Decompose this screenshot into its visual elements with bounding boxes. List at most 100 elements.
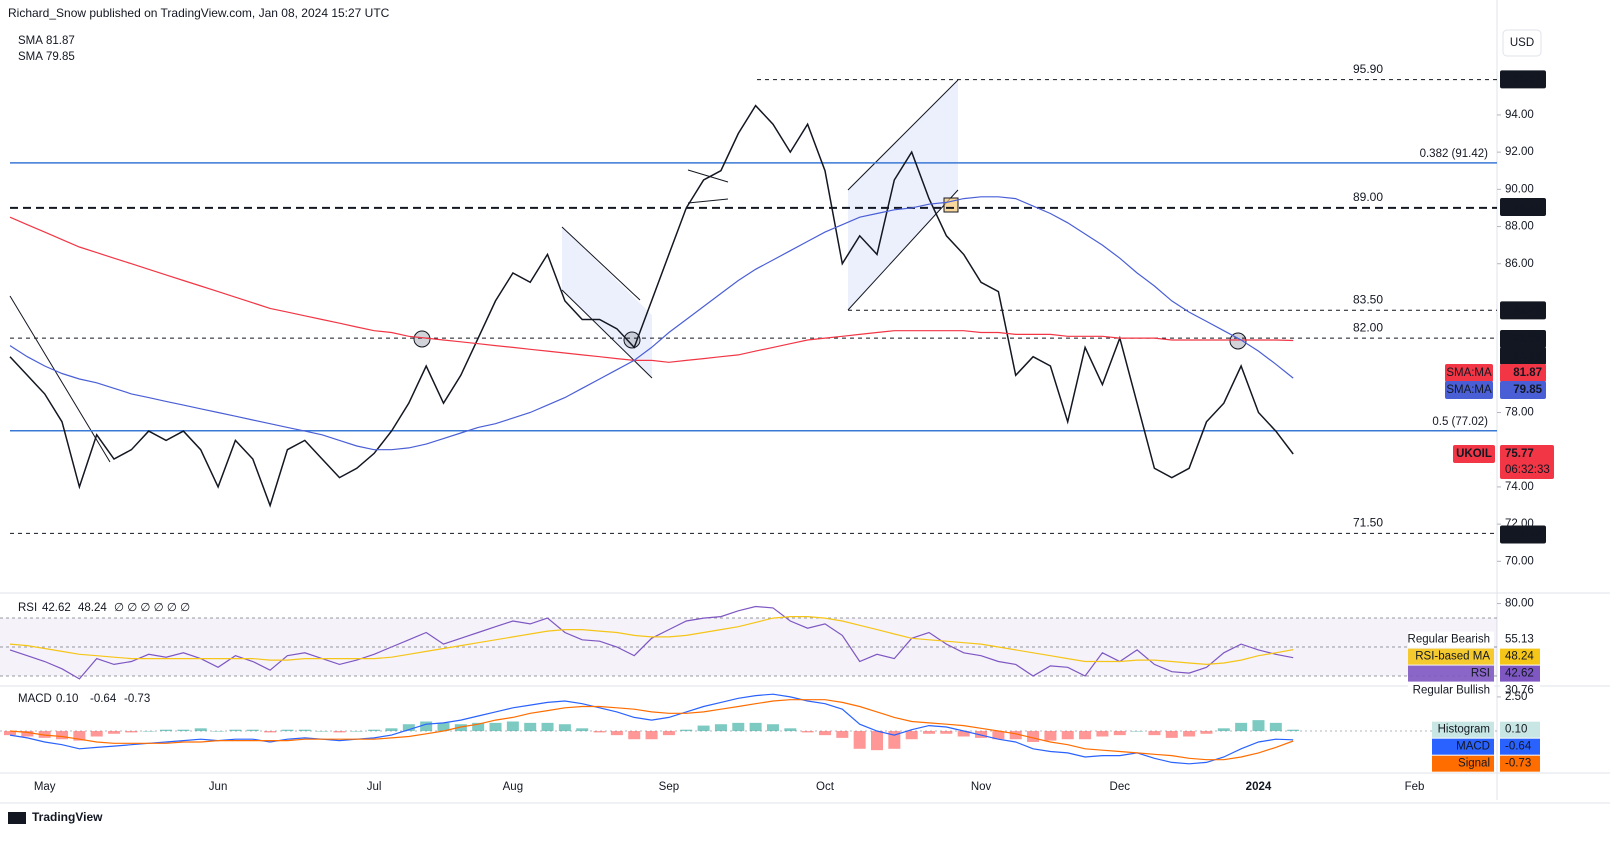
sma-badge-text: SMA:MA — [1446, 367, 1492, 379]
histogram-bar — [1165, 731, 1178, 738]
histogram-bar — [368, 729, 381, 732]
level-label: 83.50 — [1353, 292, 1383, 306]
pane-legend: RSI — [18, 602, 37, 614]
histogram-bar — [766, 724, 779, 732]
macd-line — [9, 699, 1294, 761]
macd-value-badge — [1500, 738, 1540, 755]
channel-line — [847, 79, 959, 191]
rsi-value-badge — [1500, 682, 1540, 699]
histogram-bar — [836, 731, 849, 738]
histogram-bar — [593, 731, 606, 733]
histogram-bar — [177, 729, 190, 732]
histogram-bar — [437, 722, 450, 732]
symbol-badge-text: UKOIL — [1456, 448, 1492, 460]
histogram-bar — [1044, 731, 1057, 741]
y-tick-label: 94.00 — [1505, 109, 1534, 121]
histogram-bar — [1113, 731, 1126, 736]
histogram-bar — [801, 731, 814, 733]
histogram-bar — [732, 722, 745, 732]
histogram-bar — [246, 729, 259, 732]
countdown: 06:32:33 — [1505, 464, 1550, 476]
legend-value: 81.87 — [46, 35, 75, 47]
macd-name-badge — [1432, 738, 1494, 755]
histogram-bar — [316, 731, 329, 732]
x-tick-label: May — [34, 781, 56, 793]
marker — [413, 330, 431, 348]
histogram-bar — [298, 729, 311, 732]
legend-value: 79.85 — [46, 51, 75, 63]
x-tick-label: Jul — [367, 781, 382, 793]
histogram-bar — [697, 725, 710, 732]
sma-badge — [1445, 381, 1493, 400]
price-badge-text: 71.44 — [1513, 529, 1542, 541]
indicator-line — [9, 605, 1294, 680]
currency[interactable]: USD — [1510, 37, 1534, 49]
histogram-bar — [1096, 731, 1109, 737]
brand-logo[interactable] — [8, 812, 26, 824]
price-badge — [1500, 70, 1546, 89]
rsi-value: 42.62 — [1505, 668, 1534, 680]
histogram-bar — [194, 728, 207, 732]
rsi-value-badge — [1500, 665, 1540, 682]
histogram-bar — [402, 724, 415, 732]
price-badge — [1500, 330, 1546, 349]
x-tick-label: Oct — [816, 781, 835, 793]
brand[interactable]: TradingView — [32, 810, 103, 824]
trend-line — [9, 295, 111, 463]
histogram-bar — [992, 731, 1005, 740]
histogram-bar — [212, 731, 225, 732]
histogram-bar — [1009, 731, 1022, 740]
x-tick-label: Feb — [1405, 781, 1425, 793]
y-tick-label: 78.00 — [1505, 407, 1534, 419]
histogram-bar — [1235, 722, 1248, 732]
histogram-bar — [1287, 729, 1300, 732]
macd-value: -0.73 — [1505, 758, 1531, 770]
histogram-bar — [333, 731, 346, 733]
y-tick-label: 90.00 — [1505, 183, 1534, 195]
rsi-value: 48.24 — [1505, 651, 1534, 663]
histogram-bar — [818, 731, 831, 736]
histogram-bar — [385, 728, 398, 732]
histogram-bar — [610, 731, 623, 736]
macd-name-badge — [1432, 721, 1494, 738]
rsi-band — [0, 618, 1497, 677]
fib-label: 0.382 (91.42) — [1420, 148, 1489, 160]
histogram-bar — [1148, 731, 1161, 736]
macd-name-badge — [1432, 755, 1494, 772]
pane-legend-value: 48.24 — [78, 602, 107, 614]
histogram-bar — [853, 731, 866, 749]
rsi-name: RSI — [1471, 668, 1490, 680]
x-tick-label: Sep — [659, 781, 679, 793]
histogram-bar — [645, 731, 658, 740]
pane-legend-value: 42.62 — [42, 602, 71, 614]
price-badge-text: 83.49 — [1513, 304, 1542, 316]
histogram-bar — [680, 729, 693, 732]
y-tick-label: 2.50 — [1505, 691, 1527, 703]
price-badge — [1500, 364, 1546, 383]
histogram-bar — [957, 731, 970, 737]
rsi-name-badge — [1408, 682, 1494, 699]
price-badge — [1500, 301, 1546, 320]
level-label: 89.00 — [1353, 190, 1383, 204]
price-badge — [1500, 525, 1546, 544]
histogram-bar — [576, 728, 589, 732]
pane-legend-value: -0.64 — [90, 693, 117, 705]
histogram-bar — [125, 731, 138, 733]
last-price: 75.77 — [1505, 448, 1534, 460]
pane-legend-value: 0.10 — [56, 693, 78, 705]
currency-box[interactable] — [1502, 29, 1542, 57]
histogram-bar — [1079, 731, 1092, 740]
sma-badge — [1445, 364, 1493, 383]
sma-line — [9, 196, 1294, 451]
macd-value: 0.10 — [1505, 724, 1527, 736]
price-badge — [1500, 381, 1546, 400]
fib-label: 0.5 (77.02) — [1432, 416, 1488, 428]
histogram-bar — [905, 731, 918, 740]
histogram-bar — [940, 731, 953, 734]
histogram-bar — [1027, 731, 1040, 742]
macd-value-badge — [1500, 755, 1540, 772]
x-tick-label: Jun — [209, 781, 228, 793]
rsi-value: 55.13 — [1505, 634, 1534, 646]
